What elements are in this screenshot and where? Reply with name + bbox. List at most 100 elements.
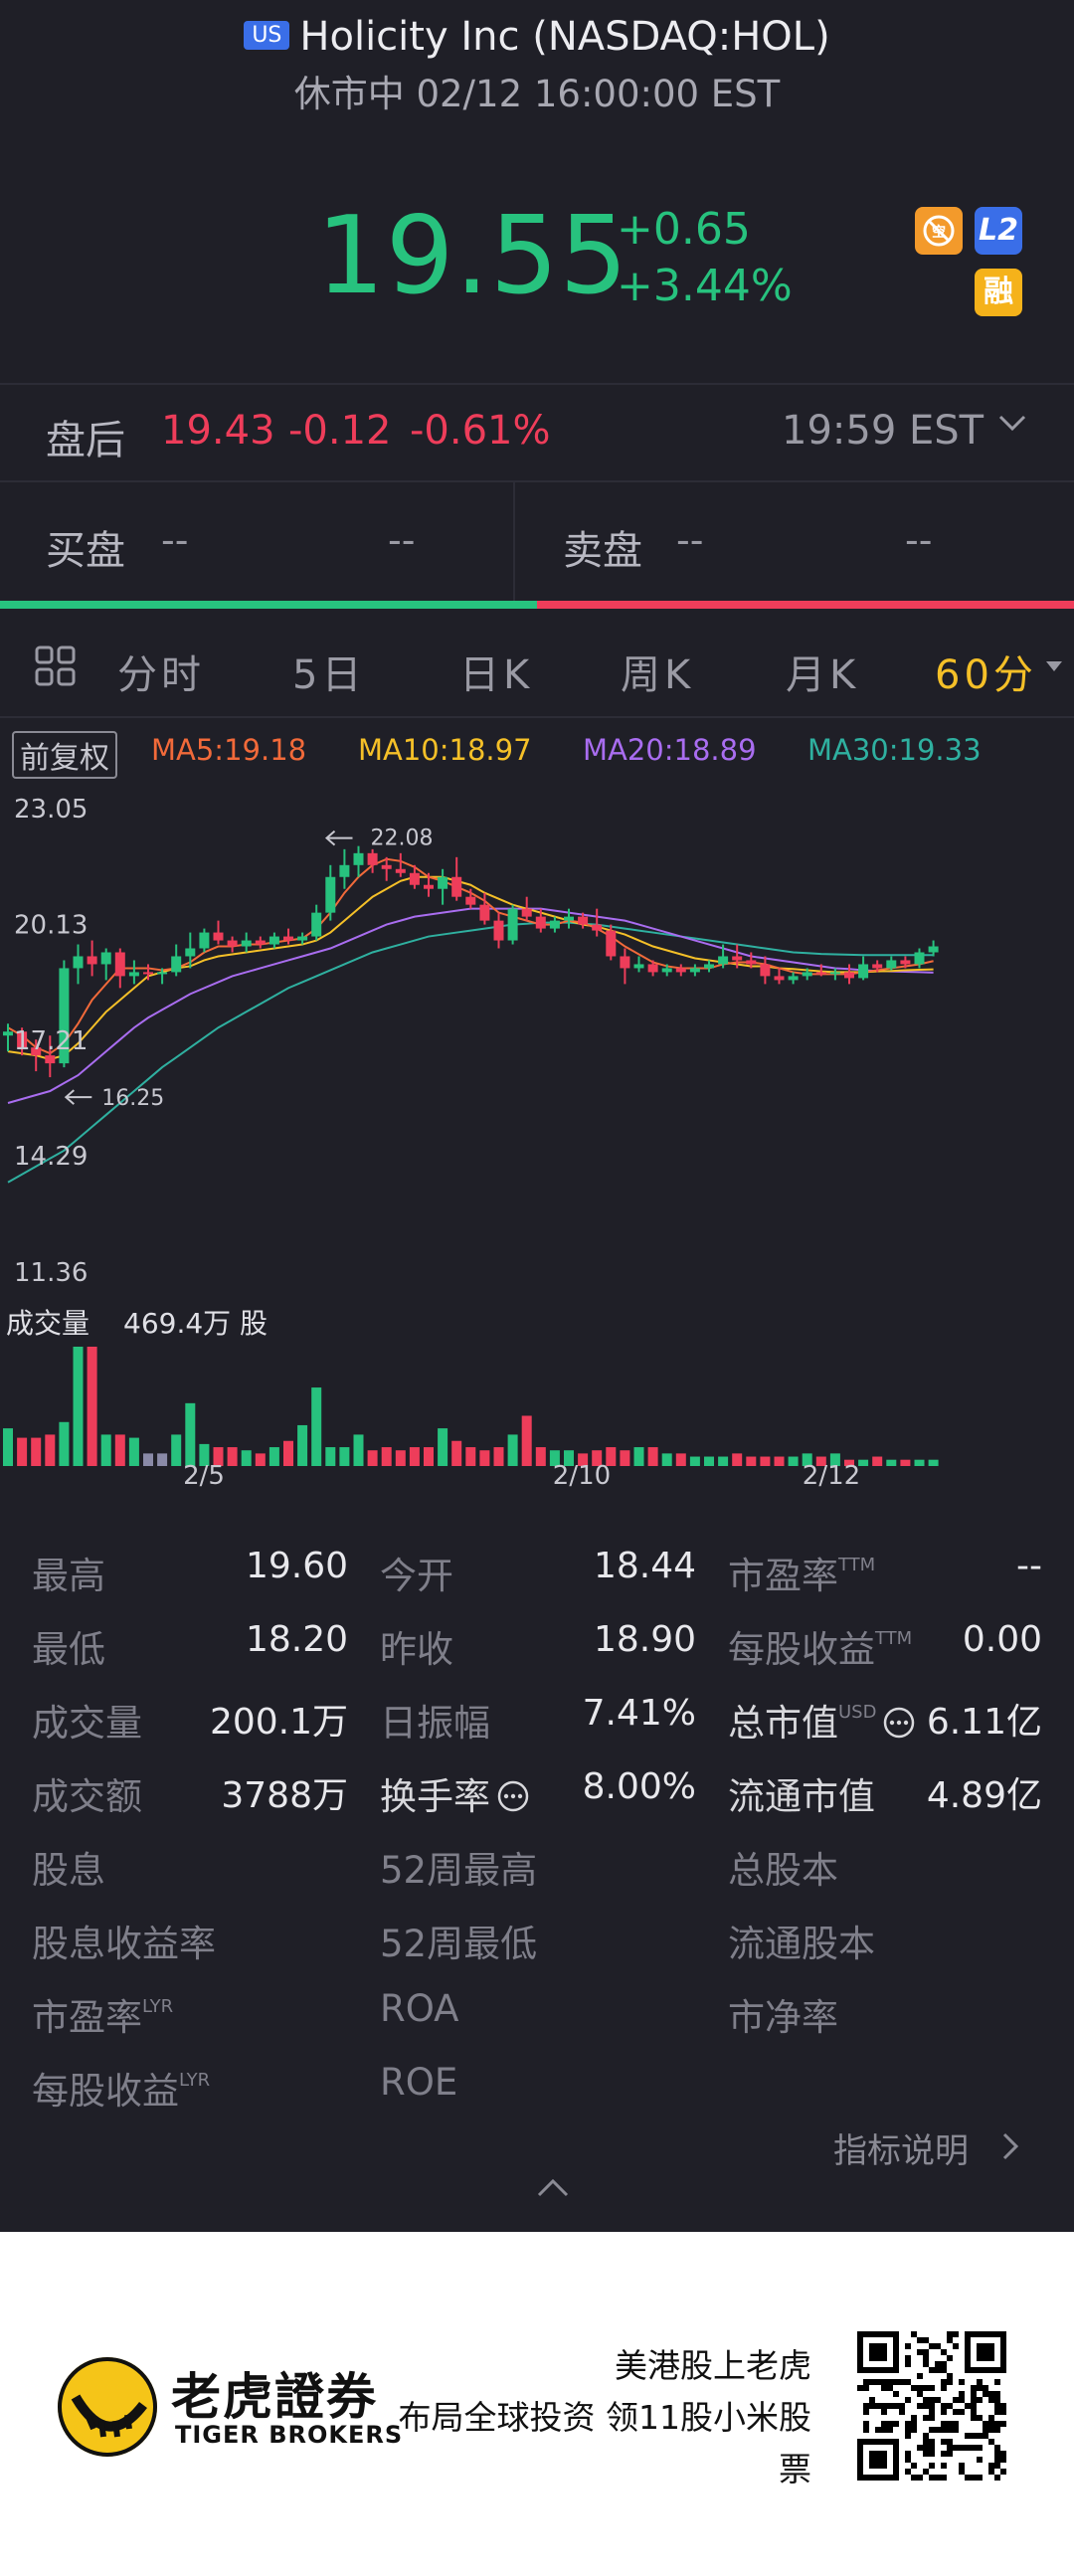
- volume-bar: [213, 1447, 224, 1466]
- candle-body: [746, 960, 757, 965]
- margin-badge[interactable]: 融: [975, 269, 1022, 316]
- candle: [227, 936, 238, 953]
- candle: [689, 964, 700, 977]
- candle-body: [829, 972, 840, 975]
- candle-body: [227, 940, 238, 947]
- divider: [0, 383, 1074, 385]
- volume-bar: [564, 1450, 574, 1466]
- tab-5day[interactable]: 5日: [292, 652, 366, 698]
- volume-bar: [185, 1402, 196, 1466]
- candle-body: [872, 964, 883, 969]
- candle: [424, 872, 434, 897]
- quote-header: US Holicity Inc (NASDAQ:HOL) 休市中 02/12 16…: [0, 0, 1074, 383]
- volume-bar: [171, 1434, 182, 1466]
- candle: [451, 856, 462, 901]
- stat-label: 市净率: [728, 1996, 838, 2039]
- candle: [507, 904, 518, 945]
- volume-bar: [3, 1428, 13, 1466]
- candle: [409, 864, 420, 889]
- chevron-down-icon[interactable]: [994, 403, 1030, 452]
- after-hours-time: 19:59 EST: [782, 408, 984, 454]
- ma10-label: MA10:18.97: [358, 733, 532, 767]
- y-tick-label: 20.13: [14, 910, 88, 940]
- candle: [633, 956, 644, 973]
- more-info-icon[interactable]: [876, 1702, 916, 1745]
- tab-weekly-k[interactable]: 周K: [621, 652, 695, 698]
- candle: [704, 960, 714, 973]
- candle: [829, 968, 840, 981]
- candle: [353, 845, 364, 877]
- volume-bar: [704, 1456, 714, 1466]
- candle-body: [255, 940, 266, 945]
- ask-label: 卖盘: [563, 528, 642, 574]
- candle-body: [858, 964, 869, 979]
- candle-body: [704, 964, 714, 969]
- tab-intraday[interactable]: 分时: [117, 652, 205, 698]
- volume-bar: [661, 1453, 672, 1466]
- no-short-icon[interactable]: 空: [915, 207, 963, 255]
- chevron-up-icon[interactable]: [533, 2173, 573, 2207]
- candle: [774, 968, 785, 985]
- candle: [87, 940, 97, 977]
- chevron-right-icon[interactable]: [998, 2128, 1022, 2168]
- last-price: 19.55: [316, 194, 629, 318]
- bid-label: 买盘: [46, 528, 125, 574]
- candle: [395, 852, 406, 877]
- tab-daily-k[interactable]: 日K: [459, 652, 534, 698]
- y-tick-label: 14.29: [14, 1142, 88, 1172]
- price-change-percent: +3.44%: [617, 261, 793, 311]
- candle-body: [157, 972, 168, 975]
- ma30-line: [7, 921, 934, 1184]
- volume-bar: [367, 1450, 378, 1466]
- candle-body: [592, 924, 603, 931]
- volume-bar: [606, 1447, 617, 1466]
- ma30-label: MA30:19.33: [807, 733, 982, 767]
- candle: [788, 972, 799, 985]
- candle-body: [774, 976, 785, 981]
- caret-down-icon[interactable]: [1044, 658, 1064, 678]
- adjust-button[interactable]: 前复权: [12, 731, 117, 779]
- candle-body: [45, 1055, 56, 1064]
- tab-60min[interactable]: 60分: [935, 652, 1037, 698]
- candle: [268, 932, 279, 949]
- volume-bar: [31, 1437, 42, 1466]
- tab-monthly-k[interactable]: 月K: [786, 652, 860, 698]
- indicator-explain-link[interactable]: 指标说明: [833, 2131, 969, 2171]
- volume-bar: [844, 1459, 854, 1466]
- candle: [928, 940, 939, 957]
- candle: [114, 948, 125, 989]
- candle: [255, 936, 266, 949]
- stat-value: 18.44: [593, 1546, 696, 1586]
- candle-body: [87, 956, 97, 965]
- brand-name-en: TIGER BROKERS: [175, 2421, 404, 2449]
- candle-body: [564, 916, 574, 921]
- level2-badge[interactable]: L2: [975, 207, 1022, 255]
- kline-chart[interactable]: 23.05 20.13 17.21 14.29 11.36 2/5 2/10 2/12 22…: [0, 776, 1074, 1492]
- stat-label: 股息收益率: [32, 1923, 216, 1965]
- candle: [297, 932, 308, 945]
- stat-label: 流通市值: [728, 1775, 875, 1818]
- grid-icon[interactable]: [34, 644, 78, 692]
- volume-bar: [689, 1456, 700, 1466]
- candle-body: [802, 972, 812, 977]
- candle-body: [689, 968, 700, 973]
- after-hours-row[interactable]: 盘后 19.43 -0.12 -0.61% 19:59 EST: [0, 383, 1074, 480]
- candle: [325, 864, 336, 921]
- volume-bar: [760, 1456, 771, 1466]
- candle: [592, 908, 603, 937]
- candle-body: [815, 972, 826, 975]
- volume-value: 469.4万 股: [123, 1307, 268, 1340]
- candle-body: [199, 932, 210, 949]
- ma5-line: [7, 857, 934, 1055]
- volume-bar: [928, 1459, 939, 1466]
- ask-size: --: [905, 518, 933, 562]
- more-info-icon[interactable]: [490, 1775, 530, 1818]
- bid-price: --: [161, 518, 189, 562]
- min-price-label: 16.25: [101, 1086, 164, 1111]
- stat-label: 市盈率LYR: [32, 1996, 174, 2039]
- stat-label: 流通股本: [728, 1923, 875, 1965]
- qr-code[interactable]: [857, 2331, 1006, 2481]
- volume-label: 成交量: [6, 1307, 90, 1340]
- candle: [493, 912, 504, 949]
- stat-label-suffix: LYR: [142, 1996, 174, 2017]
